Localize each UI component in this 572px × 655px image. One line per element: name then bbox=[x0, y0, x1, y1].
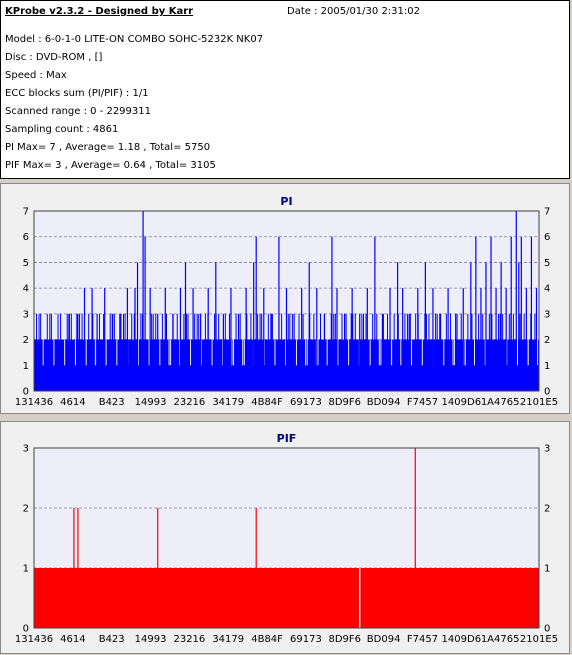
pif-x-tick: 4614 bbox=[60, 634, 85, 645]
pif-bars bbox=[34, 448, 539, 628]
pif-baseline-bars bbox=[34, 568, 539, 628]
pif-chart: PIF 0 0 1 1 2 2 3 3 131436 4614 B423 14993 23216 34179… bbox=[15, 432, 558, 645]
pif-x-tick: B423 bbox=[99, 634, 125, 645]
pi-y-tick-left: 6 bbox=[23, 232, 29, 243]
pif-y-tick-left: 0 bbox=[23, 624, 29, 635]
pi-y-tick-left: 1 bbox=[23, 361, 29, 372]
pi-y-tick-right: 4 bbox=[544, 284, 550, 295]
range-line: Scanned range : 0 - 2299311 bbox=[5, 106, 151, 117]
pi-x-tick: 14993 bbox=[135, 397, 167, 408]
pif-x-tick: 8D9F6 bbox=[328, 634, 361, 645]
pi-y-tick-left: 2 bbox=[23, 335, 29, 346]
sampling-line: Sampling count : 4861 bbox=[5, 124, 119, 135]
pif-y-tick-right: 1 bbox=[544, 564, 550, 575]
pi-y-tick-left: 0 bbox=[23, 387, 29, 398]
pi-chart-panel: PI 0 0 1 1 2 2 3 3 4 4 5 5 6 6 7 7 131436 4614 B423 14993 232… bbox=[0, 183, 570, 414]
pif-x-tick: 131436 bbox=[15, 634, 53, 645]
pi-x-tick: 34179 bbox=[212, 397, 244, 408]
scan-date: Date : 2005/01/30 2:31:02 bbox=[287, 6, 420, 17]
pi-chart-title: PI bbox=[280, 195, 292, 208]
pi-y-tick-right: 3 bbox=[544, 309, 550, 320]
pi-y-tick-right: 7 bbox=[544, 207, 550, 218]
pi-x-tick: 4B84F bbox=[251, 397, 283, 408]
pif-x-tick: 2101E5 bbox=[520, 634, 558, 645]
pif-x-tick: 4B84F bbox=[251, 634, 283, 645]
pi-y-tick-left: 3 bbox=[23, 309, 29, 320]
pi-summary-line: PI Max= 7 , Average= 1.18 , Total= 5750 bbox=[5, 142, 211, 153]
pi-y-tick-left: 5 bbox=[23, 258, 29, 269]
pi-x-tick: 2101E5 bbox=[520, 397, 558, 408]
pi-plot-border bbox=[33, 210, 540, 392]
pi-x-tick: 69173 bbox=[290, 397, 322, 408]
speed-line: Speed : Max bbox=[5, 70, 67, 81]
pif-y-tick-right: 2 bbox=[544, 504, 550, 515]
pif-x-tick: 1A4765 bbox=[481, 634, 520, 645]
pif-summary-line: PIF Max= 3 , Average= 0.64 , Total= 3105 bbox=[5, 160, 216, 171]
pi-y-tick-right: 0 bbox=[544, 387, 550, 398]
pif-x-tick: F7457 bbox=[407, 634, 438, 645]
pi-bars bbox=[33, 211, 539, 391]
pi-y-tick-left: 7 bbox=[23, 207, 29, 218]
pif-x-tick: 14993 bbox=[135, 634, 167, 645]
pi-y-tick-right: 1 bbox=[544, 361, 550, 372]
pi-y-tick-left: 4 bbox=[23, 284, 29, 295]
pi-x-tick: B423 bbox=[99, 397, 125, 408]
pif-x-tick: 69173 bbox=[290, 634, 322, 645]
app-title: KProbe v2.3.2 - Designed by Karr bbox=[5, 6, 194, 17]
pi-x-tick: 4614 bbox=[60, 397, 85, 408]
pif-y-tick-left: 3 bbox=[23, 444, 29, 455]
disc-line: Disc : DVD-ROM , [] bbox=[5, 52, 103, 63]
pi-y-tick-right: 2 bbox=[544, 335, 550, 346]
pif-x-tick: 1409D6 bbox=[442, 634, 482, 645]
pif-plot-border bbox=[33, 447, 540, 629]
pi-x-tick: 23216 bbox=[173, 397, 205, 408]
pif-chart-panel: PIF 0 0 1 1 2 2 3 3 131436 4614 B423 14993 23216 34179… bbox=[0, 421, 570, 654]
pif-x-tick: 34179 bbox=[212, 634, 244, 645]
info-panel: KProbe v2.3.2 - Designed by Karr Date : … bbox=[0, 0, 570, 179]
pi-x-tick: 8D9F6 bbox=[328, 397, 361, 408]
pif-x-tick: 23216 bbox=[173, 634, 205, 645]
pi-y-tick-right: 6 bbox=[544, 232, 550, 243]
pif-y-tick-right: 0 bbox=[544, 624, 550, 635]
pif-y-tick-left: 1 bbox=[23, 564, 29, 575]
pi-x-tick: BD094 bbox=[367, 397, 401, 408]
pi-chart: PI 0 0 1 1 2 2 3 3 4 4 5 5 6 6 7 7 131436 4614 B423 14993 232… bbox=[15, 195, 558, 408]
pi-x-tick: F7457 bbox=[407, 397, 438, 408]
ecc-line: ECC blocks sum (PI/PIF) : 1/1 bbox=[5, 88, 149, 99]
pif-y-tick-right: 3 bbox=[544, 444, 550, 455]
pi-x-tick: 131436 bbox=[15, 397, 53, 408]
pi-x-tick: 1A4765 bbox=[481, 397, 520, 408]
pif-y-tick-left: 2 bbox=[23, 504, 29, 515]
pif-x-tick: BD094 bbox=[367, 634, 401, 645]
model-line: Model : 6-0-1-0 LITE-ON COMBO SOHC-5232K… bbox=[5, 34, 264, 45]
pi-x-tick: 1409D6 bbox=[442, 397, 482, 408]
pi-y-tick-right: 5 bbox=[544, 258, 550, 269]
pif-chart-title: PIF bbox=[277, 432, 297, 445]
